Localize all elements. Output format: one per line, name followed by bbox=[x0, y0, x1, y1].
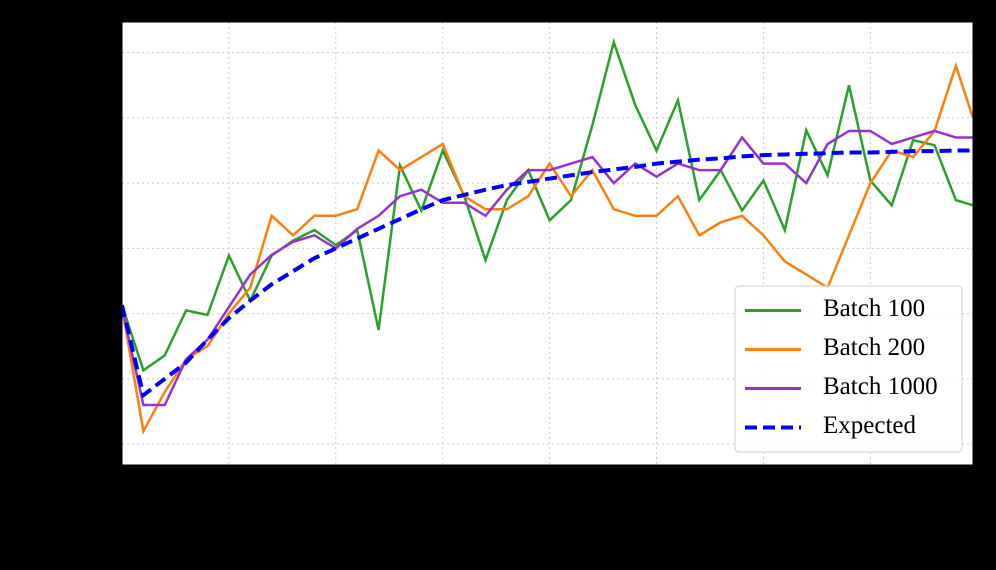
line-series bbox=[122, 129, 973, 407]
x-tick-label: 200 bbox=[533, 472, 566, 497]
x-tick-label: 250 bbox=[640, 472, 673, 497]
x-tick-label: 150 bbox=[426, 472, 459, 497]
plot-frame bbox=[121, 21, 974, 466]
x-tick-label: 300 bbox=[747, 472, 780, 497]
y-tick-label: 0.2 bbox=[86, 429, 114, 454]
legend-label: Batch 100 bbox=[823, 295, 925, 322]
y-tick-label: 0.6 bbox=[86, 168, 114, 193]
line-series bbox=[122, 148, 973, 399]
legend-label: Batch 1000 bbox=[823, 373, 938, 400]
legend-label: Batch 200 bbox=[823, 334, 925, 361]
y-tick-label: 0.5 bbox=[86, 233, 114, 258]
y-tick-label: 0.8 bbox=[86, 38, 114, 63]
x-tick-label: 0 bbox=[117, 472, 128, 497]
x-tick-label: 100 bbox=[319, 472, 352, 497]
x-tick-label: 50 bbox=[218, 472, 240, 497]
legend-label: Expected bbox=[823, 412, 917, 439]
y-tick-label: 0.7 bbox=[86, 103, 114, 128]
x-tick-label: 350 bbox=[854, 472, 887, 497]
y-tick-label: 0.4 bbox=[86, 299, 114, 324]
y-tick-label: 0.3 bbox=[86, 364, 114, 389]
legend-box bbox=[734, 285, 963, 453]
line-series bbox=[122, 61, 973, 435]
line-series bbox=[122, 37, 973, 373]
